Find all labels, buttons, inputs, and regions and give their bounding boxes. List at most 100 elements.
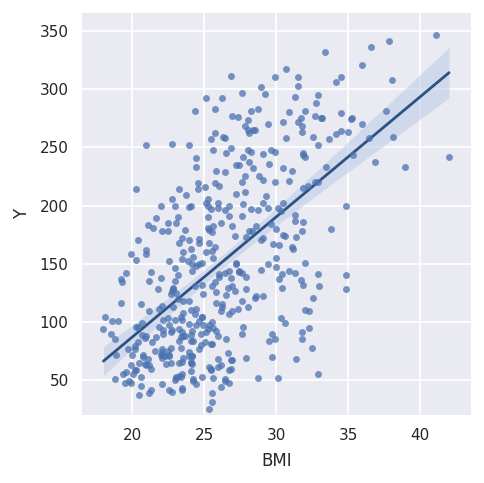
Y-axis label: Y: Y xyxy=(14,209,31,219)
Point xyxy=(180,332,187,340)
Point xyxy=(180,297,187,305)
Point xyxy=(267,146,274,154)
Point xyxy=(212,288,220,296)
Point xyxy=(235,267,243,275)
Point xyxy=(147,365,154,372)
Point xyxy=(282,65,290,73)
Point xyxy=(139,351,147,358)
Point xyxy=(197,330,204,338)
Point xyxy=(136,300,144,308)
Point xyxy=(150,224,157,231)
Point xyxy=(310,133,318,141)
Point xyxy=(142,361,150,369)
Point xyxy=(285,267,293,275)
Point xyxy=(138,319,146,327)
Point xyxy=(298,128,306,136)
Point xyxy=(232,259,240,267)
Point xyxy=(194,185,202,193)
Point xyxy=(185,320,193,328)
Point xyxy=(158,351,166,358)
Point xyxy=(168,286,176,294)
Point xyxy=(348,114,356,122)
Point xyxy=(134,237,142,244)
Point xyxy=(185,348,193,356)
Point xyxy=(195,235,203,243)
Point xyxy=(238,297,246,305)
Point xyxy=(205,364,213,371)
Point xyxy=(168,140,176,148)
Point xyxy=(187,358,195,366)
Point xyxy=(231,232,239,240)
Point xyxy=(280,118,287,126)
Point xyxy=(280,231,287,239)
Point xyxy=(291,211,299,219)
Point xyxy=(240,200,247,208)
Point xyxy=(157,351,165,358)
Point xyxy=(198,313,206,321)
Point xyxy=(161,352,169,360)
Point xyxy=(301,306,309,314)
Point xyxy=(325,135,333,143)
Point xyxy=(300,149,307,157)
Point xyxy=(174,213,182,221)
Point xyxy=(188,260,196,268)
Point xyxy=(101,313,109,321)
Point xyxy=(270,240,277,248)
Point xyxy=(187,331,195,339)
Point xyxy=(114,317,121,325)
Point xyxy=(242,273,250,281)
Point xyxy=(262,192,270,200)
Point xyxy=(242,285,250,293)
Point xyxy=(255,172,263,180)
Point xyxy=(225,310,233,318)
Point xyxy=(235,161,243,169)
Point xyxy=(160,330,167,338)
Point xyxy=(171,201,179,209)
Point xyxy=(275,275,283,283)
Point xyxy=(268,353,276,361)
Point xyxy=(164,314,172,322)
Point xyxy=(271,73,279,81)
Point xyxy=(337,73,345,81)
Point xyxy=(175,372,183,380)
Point xyxy=(201,183,209,191)
Point xyxy=(180,354,187,362)
Point xyxy=(207,340,214,348)
Point xyxy=(317,114,324,122)
Point xyxy=(217,384,225,391)
Point xyxy=(390,133,397,141)
Point xyxy=(235,268,243,276)
Point xyxy=(168,326,176,334)
Point xyxy=(277,314,285,322)
Point xyxy=(178,316,186,324)
Point xyxy=(175,185,183,193)
Point xyxy=(177,373,184,381)
Point xyxy=(166,328,174,336)
Point xyxy=(234,305,242,313)
Point xyxy=(215,270,223,278)
Point xyxy=(188,327,196,335)
Point xyxy=(165,322,173,329)
Point xyxy=(178,328,186,336)
Point xyxy=(248,227,256,235)
Point xyxy=(432,31,440,39)
Point xyxy=(165,351,173,358)
Point xyxy=(204,325,212,333)
Point xyxy=(347,115,354,123)
Point xyxy=(232,190,240,198)
Point xyxy=(130,370,137,378)
Point xyxy=(300,281,307,288)
Point xyxy=(169,285,177,293)
Point xyxy=(166,290,174,298)
Point xyxy=(142,246,150,254)
Point xyxy=(292,233,300,241)
Point xyxy=(185,237,193,244)
Point xyxy=(218,303,226,311)
Point xyxy=(202,328,210,336)
Point xyxy=(122,368,130,376)
Point xyxy=(285,109,293,116)
Point xyxy=(289,245,297,253)
Point xyxy=(211,105,219,113)
Point xyxy=(131,366,139,373)
Point xyxy=(190,375,197,383)
